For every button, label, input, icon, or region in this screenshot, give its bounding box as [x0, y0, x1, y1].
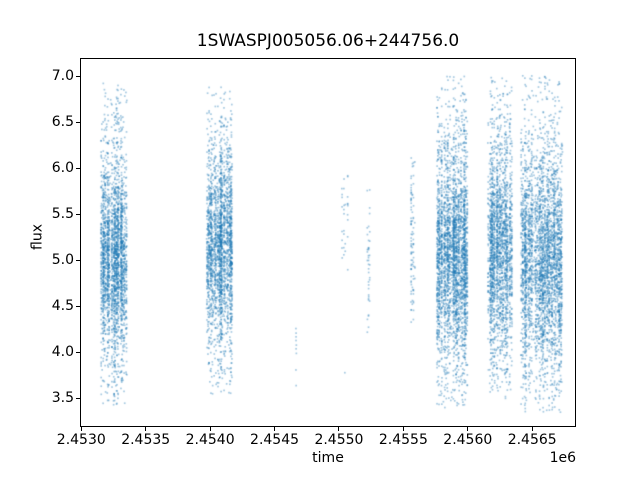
scatter-points-canvas — [80, 58, 576, 427]
x-tick-mark — [402, 427, 404, 431]
y-tick-label: 6.5 — [51, 114, 74, 131]
x-tick-mark — [209, 427, 211, 431]
x-tick-label: 2.4550 — [314, 432, 364, 448]
x-tick-mark — [145, 427, 147, 431]
y-tick-mark — [76, 351, 80, 353]
x-tick-mark — [338, 427, 340, 431]
x-tick-label: 2.4540 — [185, 432, 235, 448]
x-axis-label: time — [312, 450, 344, 466]
chart-title: 1SWASPJ005056.06+244756.0 — [196, 31, 460, 51]
x-tick-mark — [274, 427, 276, 431]
y-tick-mark — [76, 305, 80, 307]
x-tick-label: 2.4545 — [250, 432, 300, 448]
x-tick-label: 2.4530 — [56, 432, 106, 448]
x-tick-mark — [531, 427, 533, 431]
y-tick-label: 5.0 — [51, 252, 74, 269]
y-tick-label: 5.5 — [51, 206, 74, 223]
y-tick-label: 4.0 — [51, 344, 74, 361]
y-tick-mark — [76, 397, 80, 399]
y-tick-label: 4.5 — [51, 298, 74, 315]
x-tick-label: 2.4555 — [378, 432, 428, 448]
y-tick-mark — [76, 121, 80, 123]
y-tick-label: 7.0 — [51, 68, 74, 85]
x-tick-label: 2.4565 — [507, 432, 557, 448]
x-tick-mark — [80, 427, 82, 431]
y-axis-label: flux — [29, 224, 46, 250]
x-axis-offset-label: 1e6 — [549, 450, 576, 466]
y-tick-label: 3.5 — [51, 390, 74, 407]
y-tick-mark — [76, 213, 80, 215]
y-tick-mark — [76, 259, 80, 261]
x-tick-label: 2.4535 — [121, 432, 171, 448]
y-tick-mark — [76, 75, 80, 77]
x-tick-label: 2.4560 — [443, 432, 493, 448]
y-tick-mark — [76, 167, 80, 169]
y-tick-label: 6.0 — [51, 160, 74, 177]
x-tick-mark — [467, 427, 469, 431]
